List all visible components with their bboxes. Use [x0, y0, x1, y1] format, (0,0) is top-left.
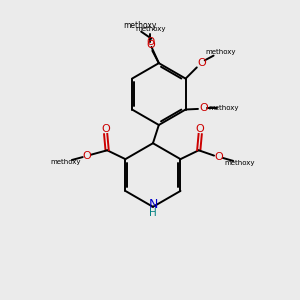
Text: methoxy: methoxy	[208, 105, 239, 111]
Text: O: O	[199, 103, 208, 113]
Text: N: N	[148, 198, 158, 211]
Text: H: H	[149, 208, 157, 218]
Text: O: O	[82, 151, 91, 161]
Text: O: O	[146, 40, 155, 50]
Text: methoxy: methoxy	[205, 49, 236, 55]
Text: O: O	[196, 124, 205, 134]
Text: O: O	[197, 58, 206, 68]
Text: O: O	[214, 152, 223, 162]
Text: O: O	[147, 37, 155, 46]
Text: methoxy: methoxy	[51, 159, 81, 165]
Text: methoxy: methoxy	[135, 26, 166, 32]
Text: methoxy: methoxy	[123, 21, 156, 30]
Text: O: O	[101, 124, 110, 134]
Text: methoxy: methoxy	[224, 160, 255, 166]
